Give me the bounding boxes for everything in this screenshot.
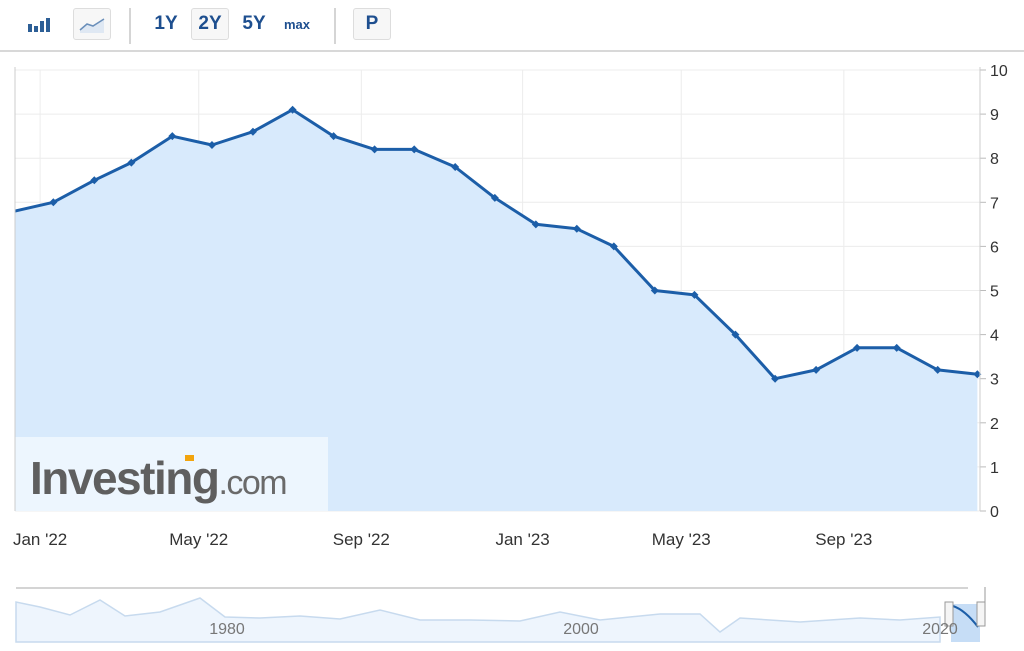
x-tick-label: Sep '23 (815, 530, 872, 549)
chart: Investing.com 0 1 2 3 4 5 6 7 8 9 10 Jan '22 May '2… (13, 63, 1008, 643)
y-tick-label: 6 (990, 239, 999, 256)
chart-toolbar: 1Y 2Y 5Y max P (0, 0, 1024, 52)
navigator-right-handle[interactable] (976, 601, 986, 627)
data-point-marker (609, 242, 618, 251)
data-point-marker (329, 132, 338, 141)
data-point-marker (572, 224, 581, 233)
data-point-marker (288, 105, 297, 114)
y-tick-label: 0 (990, 504, 999, 521)
y-tick-label: 2 (990, 416, 999, 433)
data-point-marker (892, 343, 901, 352)
data-point-marker (127, 158, 136, 167)
area-chart-icon (79, 18, 105, 33)
data-point-marker (771, 374, 780, 383)
area-fill (15, 109, 978, 511)
data-point-marker (731, 330, 740, 339)
bar-chart-icon (28, 18, 50, 32)
navigator-label: 2000 (563, 621, 599, 638)
x-tick-label: Jan '22 (13, 530, 67, 549)
toolbar-divider (129, 8, 131, 44)
x-tick-label: May '23 (652, 530, 711, 549)
data-point-marker (451, 163, 460, 172)
range-1y-button[interactable]: 1Y (154, 13, 178, 34)
y-tick-label: 5 (990, 284, 999, 301)
data-point-marker (370, 145, 379, 154)
data-point-marker (49, 198, 58, 207)
data-point-marker (410, 145, 419, 154)
data-point-marker (90, 176, 99, 185)
data-point-marker (207, 140, 216, 149)
data-point-marker (933, 365, 942, 374)
area-chart-button[interactable] (73, 8, 111, 40)
data-point-marker (973, 370, 982, 379)
y-tick-label: 3 (990, 372, 999, 389)
y-tick-label: 8 (990, 151, 999, 168)
range-2y-button[interactable]: 2Y (191, 8, 229, 40)
watermark-logo: Investing.com (15, 437, 328, 511)
x-tick-label: Jan '23 (495, 530, 549, 549)
p-button[interactable]: P (353, 8, 391, 40)
data-point-marker (812, 365, 821, 374)
data-point-marker (168, 132, 177, 141)
y-tick-label: 1 (990, 460, 999, 477)
navigator-label: 2020 (922, 621, 958, 638)
y-tick-label: 9 (990, 107, 999, 124)
y-tick-label: 4 (990, 328, 999, 345)
data-point-marker (531, 220, 540, 229)
y-tick-label: 7 (990, 195, 999, 212)
data-point-marker (490, 193, 499, 202)
bar-chart-button[interactable] (22, 8, 58, 40)
data-point-marker (853, 343, 862, 352)
navigator-left-handle[interactable] (944, 601, 954, 627)
navigator[interactable]: 1980 2000 2020 (15, 587, 986, 643)
toolbar-divider (334, 8, 336, 44)
y-tick-label: 10 (990, 63, 1008, 80)
x-tick-label: Sep '22 (333, 530, 390, 549)
navigator-label: 1980 (209, 621, 245, 638)
data-point-marker (690, 290, 699, 299)
range-5y-button[interactable]: 5Y (242, 13, 266, 34)
data-point-marker (650, 286, 659, 295)
x-tick-label: May '22 (169, 530, 228, 549)
range-max-button[interactable]: max (283, 16, 311, 32)
